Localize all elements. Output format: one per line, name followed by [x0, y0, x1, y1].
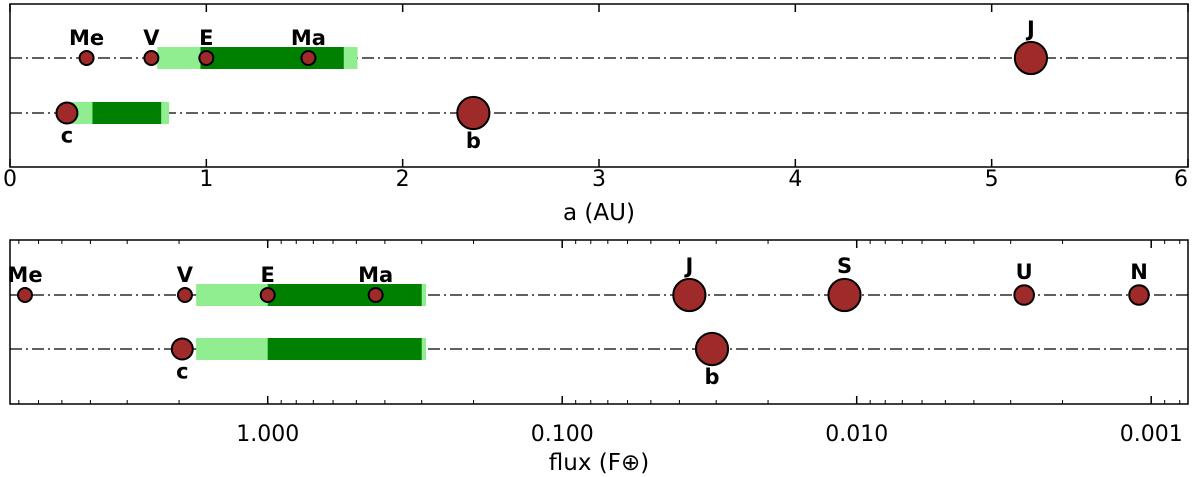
- planet-marker-c: [55, 101, 79, 125]
- x-tick-label: 5: [985, 167, 999, 192]
- planet-marker-Me: [78, 50, 95, 66]
- planet-label-Ma: Ma: [358, 263, 393, 287]
- planet-marker-J: [1013, 40, 1049, 76]
- planet-label-b: b: [704, 365, 719, 389]
- orbit-panel: Me V E Ma Jc b 0 1 2 3 4 5 6 a (AU): [3, 3, 1189, 226]
- planet-label-c: c: [61, 124, 73, 148]
- x-tick-label: 0.001: [1120, 422, 1183, 447]
- x-tick-label: 0: [3, 167, 17, 192]
- planet-marker-c: [170, 337, 194, 361]
- planet-marker-Me: [17, 287, 34, 303]
- x-tick-label: 6: [1174, 167, 1188, 192]
- x-tick-label: 0.010: [825, 422, 888, 447]
- x-tick-label: 3: [592, 167, 606, 192]
- plot-frame: [9, 3, 1189, 168]
- planet-label-J: J: [683, 254, 693, 278]
- planet-marker-V: [143, 50, 160, 66]
- planet-label-b: b: [466, 129, 481, 153]
- x-tick-label: 1: [199, 167, 213, 192]
- planet-marker-b: [694, 331, 730, 367]
- planet-marker-Ma: [300, 50, 317, 66]
- planet-label-Ma: Ma: [291, 26, 326, 50]
- habitable-zone-conservative: [267, 338, 422, 360]
- habitable-zone-conservative: [92, 102, 162, 124]
- habitable-zone-conservative: [200, 47, 344, 69]
- planet-marker-S: [827, 277, 862, 313]
- planet-label-V: V: [177, 263, 194, 287]
- planet-marker-U: [1013, 284, 1035, 306]
- x-axis-label: flux (F⊕): [549, 450, 649, 476]
- x-axis-label: a (AU): [563, 200, 635, 226]
- planet-marker-N: [1128, 284, 1150, 306]
- planet-marker-J: [672, 277, 707, 313]
- planet-label-Me: Me: [7, 263, 42, 287]
- x-tick-label: 2: [396, 167, 410, 192]
- planet-marker-b: [456, 95, 491, 131]
- planet-label-N: N: [1130, 260, 1148, 284]
- planet-marker-E: [259, 287, 276, 303]
- flux-panel: Me V E Ma J S U Nc b 1.000 0.100 0.010 0.001 flux (F⊕…: [7, 239, 1189, 476]
- planet-label-c: c: [176, 360, 188, 384]
- planet-label-Me: Me: [69, 26, 104, 50]
- x-tick-label: 1.000: [236, 422, 299, 447]
- planet-label-E: E: [261, 263, 275, 287]
- x-tick-label: 4: [788, 167, 802, 192]
- plot-frame: [9, 239, 1189, 405]
- planet-marker-V: [176, 287, 193, 303]
- planet-label-S: S: [837, 254, 852, 278]
- planet-label-E: E: [199, 26, 213, 50]
- planet-label-V: V: [143, 26, 160, 50]
- habitable-zone-conservative: [267, 284, 422, 306]
- planet-marker-Ma: [367, 287, 384, 303]
- planet-marker-E: [198, 50, 215, 66]
- planet-label-J: J: [1025, 17, 1035, 41]
- x-tick-label: 0.100: [531, 422, 594, 447]
- planet-label-U: U: [1016, 260, 1033, 284]
